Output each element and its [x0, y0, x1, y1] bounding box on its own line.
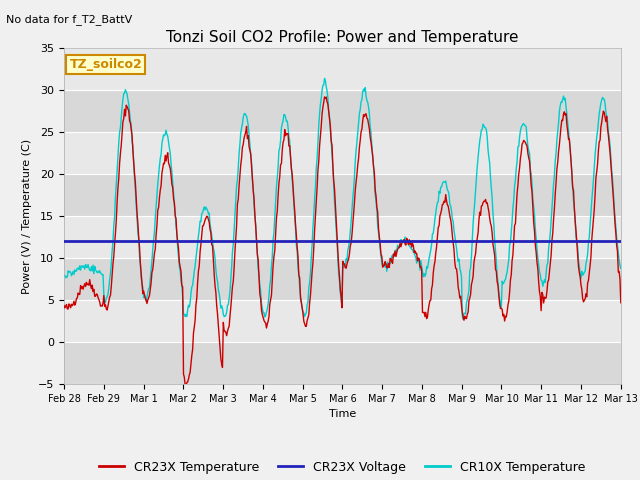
Bar [64, 48, 621, 90]
Bar [64, 174, 621, 216]
Bar [64, 90, 621, 132]
Bar [64, 342, 621, 384]
Text: TZ_soilco2: TZ_soilco2 [70, 58, 142, 71]
Y-axis label: Power (V) / Temperature (C): Power (V) / Temperature (C) [22, 138, 33, 294]
Bar [64, 216, 621, 258]
Bar [64, 300, 621, 342]
Bar [64, 258, 621, 300]
Title: Tonzi Soil CO2 Profile: Power and Temperature: Tonzi Soil CO2 Profile: Power and Temper… [166, 30, 518, 46]
Bar [64, 132, 621, 174]
X-axis label: Time: Time [329, 409, 356, 419]
Text: No data for f_T2_BattV: No data for f_T2_BattV [6, 14, 132, 25]
Legend: CR23X Temperature, CR23X Voltage, CR10X Temperature: CR23X Temperature, CR23X Voltage, CR10X … [94, 456, 590, 479]
